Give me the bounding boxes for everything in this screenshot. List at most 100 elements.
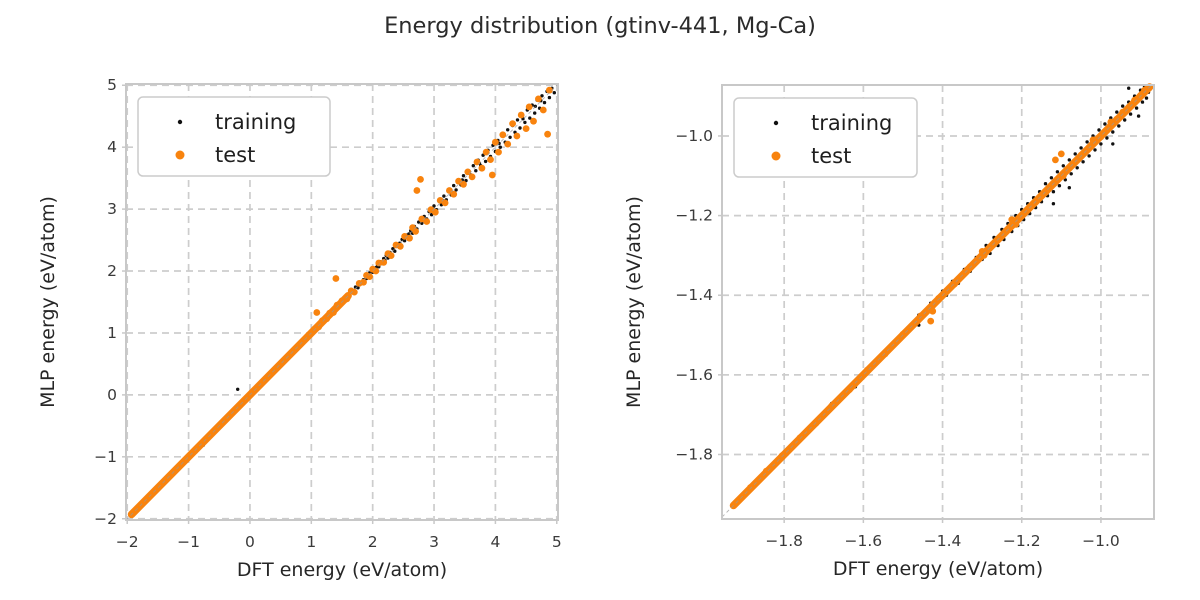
- legend-marker-training: [773, 120, 779, 126]
- point-training: [1127, 86, 1131, 90]
- point-test: [1059, 172, 1067, 180]
- point-test: [412, 228, 419, 235]
- point-training: [1043, 182, 1048, 186]
- point-test: [482, 148, 490, 156]
- point-test: [1097, 133, 1105, 141]
- point-test: [828, 402, 836, 410]
- x-tick-label: −1.2: [1003, 532, 1041, 550]
- point-training: [1073, 152, 1077, 156]
- legend-label-training: training: [811, 111, 892, 135]
- point-test: [846, 386, 853, 393]
- point-test: [966, 263, 974, 270]
- point-test: [1119, 108, 1127, 116]
- point-training: [1079, 146, 1083, 150]
- point-training: [393, 249, 397, 253]
- point-test: [441, 199, 449, 207]
- point-training: [1115, 110, 1119, 114]
- y-tick-label: 4: [107, 138, 117, 156]
- point-test: [535, 95, 542, 103]
- point-test: [1125, 103, 1133, 111]
- point-test: [333, 301, 341, 309]
- point-training: [402, 239, 407, 243]
- y-tick-label: 0: [107, 386, 117, 404]
- point-training: [452, 183, 456, 188]
- point-test: [366, 273, 373, 280]
- tick-marks: [122, 84, 558, 524]
- point-test: [1137, 92, 1144, 99]
- point-training: [1055, 170, 1060, 174]
- point-test: [1113, 115, 1121, 123]
- point-test: [1077, 151, 1085, 159]
- point-test: [478, 164, 486, 172]
- point-test: [1057, 150, 1065, 158]
- x-axis-label: DFT energy (eV/atom): [237, 559, 447, 581]
- point-test: [423, 218, 431, 225]
- point-test: [927, 317, 935, 325]
- y-tick-label: −1.2: [675, 207, 713, 225]
- point-training: [1051, 202, 1056, 206]
- point-test: [315, 323, 323, 331]
- point-test: [1052, 156, 1059, 164]
- point-test: [468, 173, 476, 181]
- point-training: [461, 174, 466, 178]
- point-training: [518, 126, 522, 130]
- point-training: [1067, 158, 1072, 162]
- point-training: [506, 128, 510, 132]
- point-test: [387, 252, 395, 259]
- point-training: [1140, 100, 1145, 104]
- point-training: [391, 247, 395, 251]
- point-test: [313, 309, 321, 316]
- y-tick-label: −1.0: [675, 127, 713, 145]
- point-test: [487, 156, 494, 164]
- point-training: [1087, 154, 1091, 158]
- point-test: [917, 312, 925, 320]
- point-training: [1057, 184, 1062, 188]
- point-training: [1105, 136, 1109, 140]
- plot-spines: [721, 84, 1155, 520]
- point-training: [442, 194, 446, 198]
- identity-reference-line: [721, 84, 1152, 518]
- point-training: [540, 94, 544, 98]
- point-test: [431, 208, 439, 216]
- point-test: [504, 140, 512, 148]
- point-test: [499, 131, 507, 139]
- legend: training test: [137, 96, 331, 177]
- point-training: [1093, 148, 1097, 152]
- y-tick-label: −1: [94, 448, 117, 466]
- point-training: [552, 91, 556, 95]
- point-test: [762, 467, 770, 475]
- point-training: [542, 100, 547, 105]
- point-training: [1085, 140, 1089, 144]
- point-training: [1134, 106, 1139, 110]
- point-training: [1099, 142, 1103, 146]
- point-test: [951, 280, 958, 288]
- legend-box: [137, 96, 331, 177]
- legend-marker-training: [177, 119, 183, 125]
- point-test: [323, 315, 331, 323]
- point-test: [778, 452, 786, 460]
- point-training: [1069, 172, 1073, 176]
- point-test: [812, 420, 820, 427]
- point-training: [498, 145, 502, 149]
- point-training: [454, 188, 458, 192]
- point-test: [544, 130, 551, 138]
- point-test: [332, 275, 340, 282]
- point-training: [1117, 124, 1121, 128]
- point-test: [1008, 216, 1016, 224]
- y-tick-label: −1.6: [675, 366, 713, 384]
- point-training: [1067, 186, 1072, 190]
- point-test: [530, 117, 537, 125]
- point-training: [1111, 142, 1115, 146]
- point-test: [417, 176, 424, 183]
- figure-title: Energy distribution (gtinv-441, Mg-Ca): [384, 13, 816, 39]
- y-axis-label: MLP energy (eV/atom): [623, 196, 645, 408]
- point-training: [523, 120, 527, 125]
- point-test: [495, 148, 502, 156]
- point-test: [517, 111, 525, 119]
- point-training: [1121, 104, 1125, 108]
- x-tick-label: 1: [306, 533, 316, 551]
- y-tick-label: −1.8: [675, 445, 713, 463]
- x-tick-label: 4: [490, 533, 500, 551]
